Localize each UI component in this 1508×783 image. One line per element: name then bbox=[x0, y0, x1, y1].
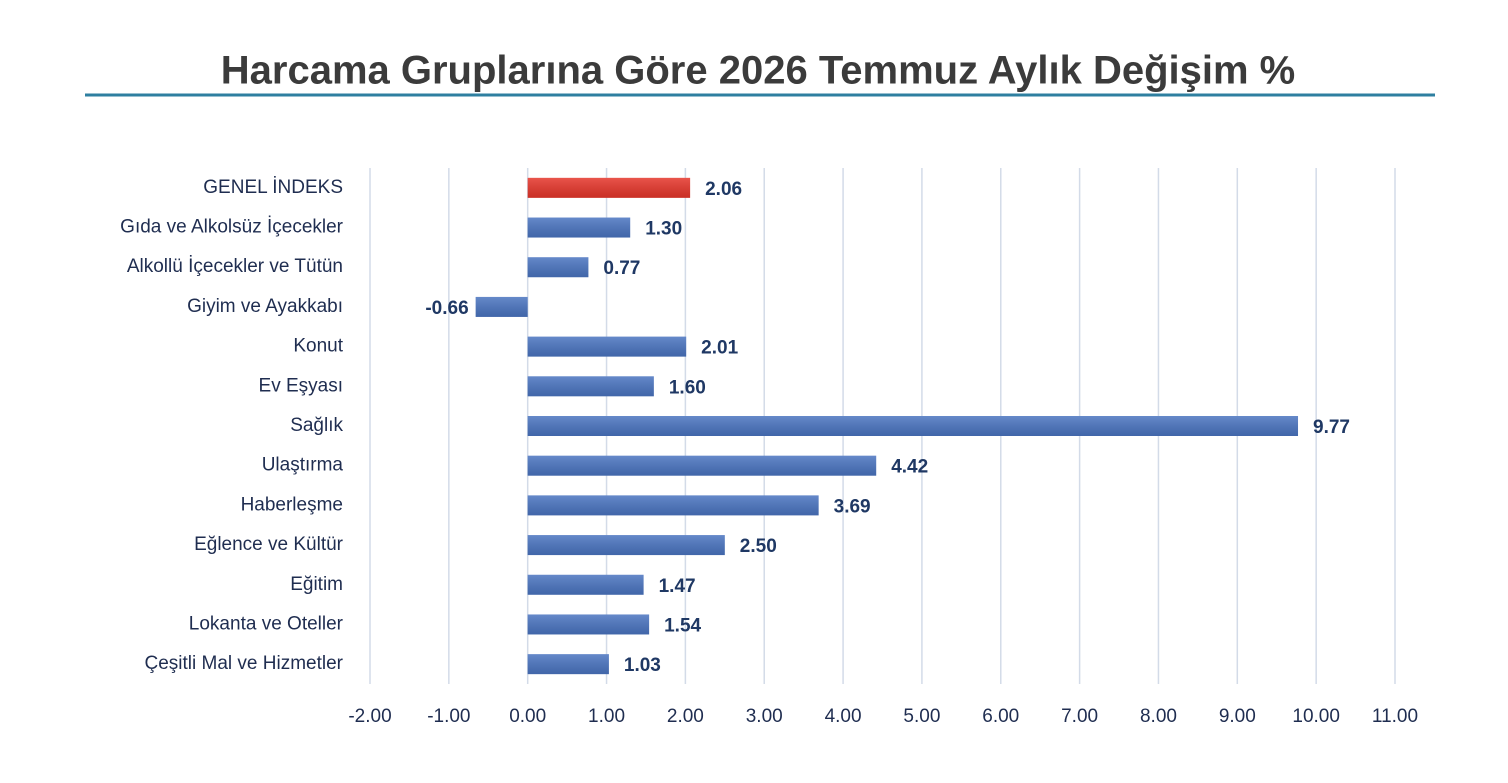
bar-shade bbox=[527, 654, 609, 675]
bar-shade bbox=[527, 574, 644, 595]
x-tick-label: 7.00 bbox=[1061, 706, 1098, 727]
y-tick-label: Ev Eşyası bbox=[259, 375, 343, 396]
x-tick-label: 5.00 bbox=[903, 706, 940, 727]
value-label: 2.01 bbox=[701, 338, 738, 359]
x-tick-label: 6.00 bbox=[982, 706, 1019, 727]
x-tick-label: 3.00 bbox=[746, 706, 783, 727]
value-label: 1.03 bbox=[624, 655, 661, 676]
value-label: 2.50 bbox=[740, 536, 777, 557]
bar-shade bbox=[475, 296, 528, 317]
y-tick-label: Haberleşme bbox=[241, 494, 343, 515]
y-tick-label: Konut bbox=[293, 336, 343, 357]
chart-title: Harcama Gruplarına Göre 2026 Temmuz Aylı… bbox=[221, 49, 1296, 93]
bar-shade bbox=[527, 416, 1299, 436]
y-tick-label: Gıda ve Alkolsüz İçecekler bbox=[120, 217, 343, 238]
value-label: 1.30 bbox=[645, 219, 682, 240]
bar-shade bbox=[527, 535, 725, 556]
y-tick-label: Eğlence ve Kültür bbox=[194, 534, 344, 555]
x-tick-label: 2.00 bbox=[667, 706, 704, 727]
bar-shade bbox=[527, 376, 654, 397]
x-tick-label: -1.00 bbox=[427, 706, 470, 727]
x-tick-label: 11.00 bbox=[1372, 706, 1418, 727]
bar-shade bbox=[527, 336, 687, 357]
y-tick-label: Alkollü İçecekler ve Tütün bbox=[127, 256, 343, 277]
x-tick-label: -2.00 bbox=[348, 706, 391, 727]
y-tick-label: Ulaştırma bbox=[262, 455, 344, 476]
value-label: 9.77 bbox=[1313, 417, 1350, 438]
value-label: 4.42 bbox=[891, 457, 928, 478]
y-tick-label: Lokanta ve Oteller bbox=[189, 613, 344, 634]
x-tick-label: 8.00 bbox=[1140, 706, 1177, 727]
bar-shade bbox=[527, 495, 819, 516]
bar-shade bbox=[527, 455, 877, 476]
x-tick-label: 0.00 bbox=[509, 706, 546, 727]
y-tick-label: Giyim ve Ayakkabı bbox=[187, 296, 343, 317]
bar-shade bbox=[527, 257, 589, 278]
bar-shade bbox=[527, 217, 631, 238]
x-tick-label: 9.00 bbox=[1219, 706, 1256, 727]
x-tick-label: 4.00 bbox=[825, 706, 862, 727]
y-tick-label: Eğitim bbox=[290, 574, 343, 595]
x-tick-label: 10.00 bbox=[1292, 706, 1340, 727]
value-label: 3.69 bbox=[834, 496, 871, 517]
bar-shade bbox=[527, 177, 691, 198]
value-label: -0.66 bbox=[425, 298, 468, 319]
value-label: 0.77 bbox=[603, 258, 640, 279]
value-label: 1.47 bbox=[659, 576, 696, 597]
value-label: 1.54 bbox=[664, 615, 701, 636]
y-tick-label: Sağlık bbox=[290, 415, 343, 436]
y-tick-label: Çeşitli Mal ve Hizmetler bbox=[145, 653, 344, 674]
value-label: 2.06 bbox=[705, 179, 742, 200]
bar-shade bbox=[527, 614, 650, 635]
value-label: 1.60 bbox=[669, 377, 706, 398]
y-tick-label: GENEL İNDEKS bbox=[203, 177, 343, 198]
x-tick-label: 1.00 bbox=[588, 706, 625, 727]
